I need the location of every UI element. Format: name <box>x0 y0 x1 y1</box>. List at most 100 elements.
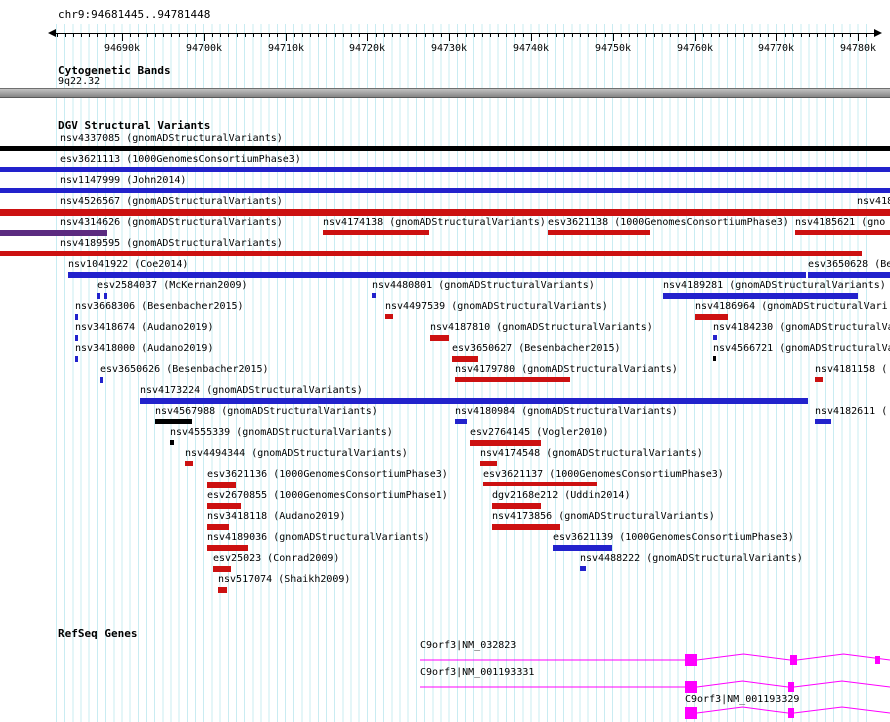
variant-bar[interactable] <box>75 356 78 362</box>
variant-label[interactable]: esv3650626 (Besenbacher2015) <box>100 364 269 375</box>
variant-label[interactable]: esv3621139 (1000GenomesConsortiumPhase3) <box>553 532 794 543</box>
gene-label[interactable]: C9orf3|NM_001193331 <box>420 667 535 678</box>
variant-label[interactable]: nsv4494344 (gnomADStructuralVariants) <box>185 448 408 459</box>
variant-bar[interactable] <box>207 482 236 488</box>
gene-exon[interactable] <box>685 681 697 693</box>
variant-label[interactable]: nsv4566721 (gnomADStructuralVa <box>713 343 890 354</box>
variant-bar[interactable] <box>155 419 192 424</box>
variant-bar[interactable] <box>75 335 78 341</box>
variant-bar[interactable] <box>580 566 586 571</box>
variant-label[interactable]: nsv4173224 (gnomADStructuralVariants) <box>140 385 363 396</box>
variant-label[interactable]: nsv4555339 (gnomADStructuralVariants) <box>170 427 393 438</box>
variant-bar[interactable] <box>815 419 831 424</box>
variant-bar[interactable] <box>470 440 541 446</box>
gene-transcript-line[interactable] <box>696 706 890 714</box>
variant-bar[interactable] <box>185 461 193 466</box>
variant-bar[interactable] <box>323 230 429 235</box>
variant-bar[interactable] <box>695 314 728 320</box>
variant-bar[interactable] <box>207 503 241 509</box>
variant-bar[interactable] <box>104 293 107 299</box>
variant-label[interactable]: nsv517074 (Shaikh2009) <box>218 574 351 585</box>
gene-label[interactable]: C9orf3|NM_032823 <box>420 640 517 651</box>
variant-bar[interactable] <box>815 377 823 382</box>
variant-label[interactable]: nsv4179780 (gnomADStructuralVariants) <box>455 364 678 375</box>
variant-label[interactable]: nsv4184230 (gnomADStructuralVa <box>713 322 890 333</box>
variant-label[interactable]: nsv1041922 (Coe2014) <box>68 259 189 270</box>
variant-bar[interactable] <box>553 545 612 551</box>
variant-bar[interactable] <box>455 419 467 424</box>
variant-bar[interactable] <box>0 230 107 236</box>
variant-bar[interactable] <box>207 524 229 530</box>
variant-label[interactable]: nsv4314626 (gnomADStructuralVariants) <box>60 217 283 228</box>
variant-bar[interactable] <box>207 545 248 551</box>
variant-bar[interactable] <box>170 440 174 445</box>
variant-label[interactable]: nsv4186964 (gnomADStructuralVari <box>695 301 888 312</box>
variant-bar[interactable] <box>213 566 231 572</box>
variant-label[interactable]: dgv2168e212 (Uddin2014) <box>492 490 631 501</box>
variant-label[interactable]: esv3621137 (1000GenomesConsortiumPhase3) <box>483 469 724 480</box>
gene-label[interactable]: C9orf3|NM_001193329 <box>685 694 800 705</box>
variant-bar[interactable] <box>492 503 541 509</box>
variant-bar[interactable] <box>808 272 890 278</box>
variant-label[interactable]: nsv4497539 (gnomADStructuralVariants) <box>385 301 608 312</box>
variant-label[interactable]: esv25023 (Conrad2009) <box>213 553 340 564</box>
variant-label[interactable]: nsv4189595 (gnomADStructuralVariants) <box>60 238 283 249</box>
variant-bar[interactable] <box>97 293 100 299</box>
gene-exon[interactable] <box>685 707 697 719</box>
variant-label[interactable]: nsv4488222 (gnomADStructuralVariants) <box>580 553 803 564</box>
variant-label[interactable]: nsv4567988 (gnomADStructuralVariants) <box>155 406 378 417</box>
variant-bar[interactable] <box>480 461 497 466</box>
variant-bar[interactable] <box>0 209 890 216</box>
variant-label[interactable]: nsv4189281 (gnomADStructuralVariants) <box>663 280 886 291</box>
variant-label[interactable]: nsv4173856 (gnomADStructuralVariants) <box>492 511 715 522</box>
variant-label[interactable]: nsv3418000 (Audano2019) <box>75 343 214 354</box>
variant-label[interactable]: nsv4174548 (gnomADStructuralVariants) <box>480 448 703 459</box>
variant-bar[interactable] <box>663 293 858 299</box>
gene-exon[interactable] <box>685 654 697 666</box>
ruler-axis[interactable] <box>56 33 874 34</box>
variant-bar[interactable] <box>218 587 227 593</box>
variant-bar[interactable] <box>795 230 890 235</box>
variant-label[interactable]: nsv4180984 (gnomADStructuralVariants) <box>455 406 678 417</box>
gene-exon[interactable] <box>875 656 880 664</box>
gene-transcript-line[interactable] <box>420 680 890 688</box>
variant-label[interactable]: nsv4181158 ( <box>815 364 888 375</box>
variant-bar[interactable] <box>483 482 597 486</box>
variant-label[interactable]: nsv3418118 (Audano2019) <box>207 511 346 522</box>
variant-bar[interactable] <box>452 356 478 362</box>
variant-label[interactable]: nsv418 <box>857 196 890 207</box>
variant-label[interactable]: esv3621136 (1000GenomesConsortiumPhase3) <box>207 469 448 480</box>
variant-label[interactable]: esv2584037 (McKernan2009) <box>97 280 248 291</box>
variant-label[interactable]: nsv4526567 (gnomADStructuralVariants) <box>60 196 283 207</box>
variant-label[interactable]: nsv4480801 (gnomADStructuralVariants) <box>372 280 595 291</box>
variant-bar[interactable] <box>713 356 716 361</box>
variant-label[interactable]: esv3650627 (Besenbacher2015) <box>452 343 621 354</box>
variant-bar[interactable] <box>372 293 376 298</box>
variant-label[interactable]: esv3621138 (1000GenomesConsortiumPhase3) <box>548 217 789 228</box>
variant-bar[interactable] <box>713 335 717 340</box>
gene-exon[interactable] <box>788 708 794 718</box>
variant-bar[interactable] <box>455 377 570 382</box>
variant-label[interactable]: nsv4337085 (gnomADStructuralVariants) <box>60 133 283 144</box>
gene-transcript-line[interactable] <box>420 653 890 661</box>
variant-bar[interactable] <box>492 524 560 530</box>
variant-bar[interactable] <box>0 146 890 151</box>
cytoband-bar[interactable] <box>0 88 890 98</box>
gene-exon[interactable] <box>788 682 794 692</box>
variant-bar[interactable] <box>0 251 862 256</box>
variant-label[interactable]: nsv4189036 (gnomADStructuralVariants) <box>207 532 430 543</box>
variant-bar[interactable] <box>75 314 78 320</box>
variant-label[interactable]: esv2764145 (Vogler2010) <box>470 427 609 438</box>
variant-label[interactable]: esv3621113 (1000GenomesConsortiumPhase3) <box>60 154 301 165</box>
gene-exon[interactable] <box>790 655 797 665</box>
variant-bar[interactable] <box>385 314 393 319</box>
variant-label[interactable]: nsv3668306 (Besenbacher2015) <box>75 301 244 312</box>
variant-bar[interactable] <box>68 272 806 278</box>
variant-label[interactable]: nsv1147999 (John2014) <box>60 175 187 186</box>
variant-label[interactable]: esv2670855 (1000GenomesConsortiumPhase1) <box>207 490 448 501</box>
variant-bar[interactable] <box>0 167 890 172</box>
variant-bar[interactable] <box>140 398 808 404</box>
variant-label[interactable]: nsv3418674 (Audano2019) <box>75 322 214 333</box>
variant-bar[interactable] <box>430 335 449 341</box>
variant-bar[interactable] <box>100 377 103 383</box>
